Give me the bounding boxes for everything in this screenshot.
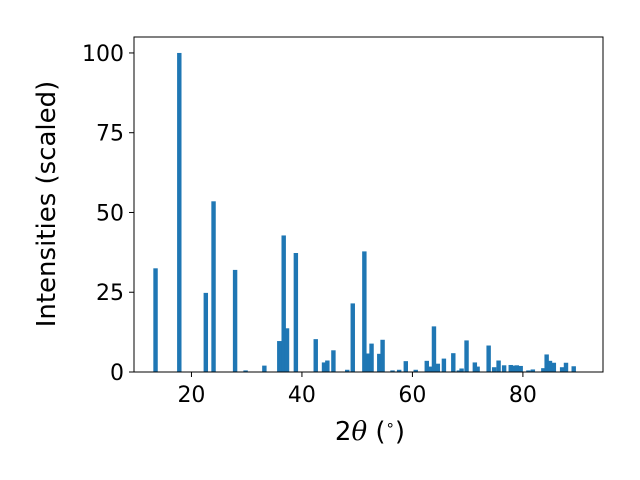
bar — [530, 369, 536, 372]
bar — [451, 353, 456, 372]
bar — [496, 360, 501, 372]
y-axis-label: Intensities (scaled) — [32, 81, 62, 328]
bar — [501, 365, 507, 372]
bar — [456, 370, 462, 372]
bar — [431, 326, 437, 372]
bar — [544, 354, 549, 372]
bar — [313, 339, 318, 372]
bar — [526, 370, 531, 372]
bar — [518, 365, 523, 372]
bar — [559, 367, 565, 372]
bar — [396, 369, 402, 372]
bar — [243, 370, 248, 372]
bar — [514, 365, 520, 372]
bar — [475, 366, 480, 372]
y-tick-label: 100 — [82, 42, 124, 67]
x-axis-label-close: ) — [395, 417, 405, 447]
x-tick-label: 80 — [509, 383, 537, 408]
bar — [551, 362, 557, 372]
bar — [563, 362, 569, 372]
bar — [413, 369, 418, 372]
x-tick-label: 20 — [177, 383, 205, 408]
y-tick-label: 0 — [110, 361, 124, 386]
x-axis-label-theta: θ — [351, 417, 367, 447]
bar — [277, 341, 282, 372]
y-tick-label: 25 — [96, 281, 124, 306]
y-tick-label: 75 — [96, 122, 124, 147]
bar — [441, 358, 447, 372]
y-tick-label: 50 — [96, 201, 124, 226]
bar — [390, 370, 395, 372]
bar — [541, 368, 546, 372]
bar — [211, 201, 216, 372]
bar — [486, 345, 491, 372]
y-axis: 0 25 50 75 100 — [82, 42, 134, 386]
bar — [472, 362, 478, 372]
bar — [362, 251, 367, 372]
bar — [281, 235, 286, 372]
bar — [424, 360, 429, 372]
bar-series — [153, 52, 576, 372]
bar — [203, 292, 209, 372]
bar — [366, 353, 371, 372]
bar — [284, 328, 290, 372]
x-tick-label: 60 — [398, 383, 426, 408]
bar — [571, 366, 576, 372]
bar — [511, 365, 516, 372]
bar — [380, 339, 385, 372]
bar — [325, 360, 330, 372]
bar — [153, 268, 158, 372]
bar — [464, 340, 469, 372]
bar — [403, 361, 408, 372]
bar — [435, 363, 441, 372]
x-axis-label: 2θ (∘) — [335, 416, 405, 447]
bar — [377, 353, 382, 372]
bar — [350, 303, 355, 372]
x-axis-label-prefix: 2 — [335, 417, 352, 447]
bar — [177, 52, 182, 372]
plot-frame — [133, 36, 604, 373]
bar — [547, 360, 553, 372]
bar — [508, 364, 513, 372]
x-axis: 20 40 60 80 — [177, 372, 537, 408]
bar — [459, 368, 464, 372]
bar — [427, 366, 433, 372]
bar — [293, 253, 299, 372]
bar — [345, 369, 350, 372]
bar — [321, 362, 327, 372]
x-axis-label-degree: ∘ — [386, 416, 395, 434]
bar — [331, 350, 336, 372]
bar — [262, 365, 267, 372]
bar — [369, 343, 374, 372]
x-tick-label: 40 — [288, 383, 316, 408]
bar — [491, 367, 497, 372]
bar — [232, 269, 238, 372]
x-axis-label-open: ( — [367, 417, 385, 447]
